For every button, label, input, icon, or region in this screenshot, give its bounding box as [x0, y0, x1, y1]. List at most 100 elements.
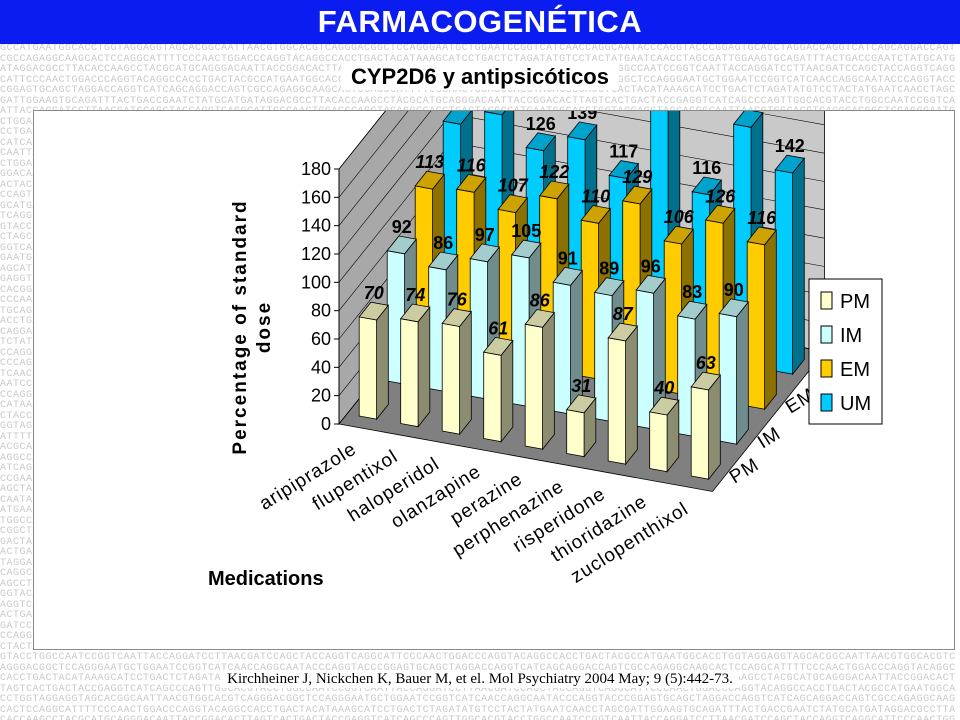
data-label: 110	[581, 186, 610, 206]
bar-top	[607, 322, 639, 342]
bar-top	[635, 274, 667, 294]
bar-front	[635, 289, 654, 430]
bar-top	[358, 301, 390, 321]
citation: Kirchheiner J, Nickchen K, Bauer M, et e…	[221, 671, 739, 688]
bar-PM-risperidone	[607, 322, 639, 466]
data-label: 126	[526, 114, 556, 134]
y-tick-label: 60	[311, 329, 331, 349]
data-label: 105	[511, 221, 541, 241]
legend-swatch	[820, 393, 833, 412]
data-label: 92	[392, 217, 412, 237]
bar-side	[542, 311, 555, 451]
bar-side	[459, 310, 472, 436]
gridline	[338, 111, 386, 170]
bar-front	[441, 322, 461, 435]
data-label: 122	[539, 162, 569, 182]
bar-front	[746, 241, 765, 410]
bar-front	[552, 281, 571, 415]
bar-PM-olanzapine	[482, 336, 514, 443]
bar-top	[704, 204, 736, 224]
bar-top	[483, 111, 506, 116]
bar-top	[732, 111, 764, 128]
bar-top	[525, 132, 557, 152]
bar-IM-zuclopenthixol	[718, 298, 750, 446]
y-tick-label: 120	[301, 244, 331, 264]
bar-front	[690, 386, 709, 480]
data-label: 96	[641, 256, 661, 276]
bar-top	[524, 309, 556, 328]
bar-IM-risperidone	[635, 274, 667, 431]
bar-side	[500, 339, 514, 443]
data-label: 86	[433, 233, 453, 253]
bar-top	[497, 194, 529, 214]
bar-front	[649, 411, 668, 473]
bar-top	[608, 160, 640, 179]
bar-side	[417, 305, 431, 428]
bar-EM-zuclopenthixol	[746, 226, 778, 411]
bar-front	[774, 169, 793, 375]
data-label: 116	[747, 208, 777, 228]
bar-PM-zuclopenthixol	[690, 371, 722, 481]
data-label: 139	[567, 111, 597, 123]
data-label: 117	[609, 142, 638, 162]
bar-front	[524, 323, 544, 450]
data-label: 83	[682, 282, 702, 302]
data-label: 70	[364, 283, 384, 303]
bar-top	[621, 185, 653, 205]
data-label: 89	[599, 259, 619, 279]
data-label: 40	[653, 378, 674, 398]
y-tick-label: 20	[311, 386, 331, 406]
bar-front	[607, 337, 626, 465]
bar-top	[455, 174, 487, 193]
legend-label: PM	[840, 291, 870, 313]
legend-swatch	[820, 359, 833, 378]
legend-label: EM	[840, 359, 870, 381]
bar-side	[376, 304, 389, 421]
bar-PM-aripiprazole	[358, 301, 390, 421]
bar-PM-thioridazine	[648, 396, 680, 473]
bar-top	[441, 308, 473, 327]
data-labels: 1421691161781171391261461341161261061291…	[364, 111, 805, 398]
data-label: 91	[558, 248, 578, 268]
header-bar: FARMACOGENÉTICA	[0, 0, 960, 44]
bar-top	[427, 251, 459, 271]
bar-PM-flupentixol	[399, 303, 431, 428]
bar-IM-perazine	[552, 266, 584, 416]
bar-top	[482, 336, 514, 356]
bar-side	[708, 374, 721, 481]
data-label: 116	[457, 155, 487, 175]
y-tick-label: 100	[301, 272, 331, 292]
slide-subtitle: CYP2D6 y antipsicóticos	[341, 64, 619, 90]
chart-frame: 0 20 40 60 80 100 120 140 160 180 Percentage of st…	[33, 110, 955, 650]
bar-top	[442, 111, 472, 125]
subtitle-container: CYP2D6 y antipsicóticos	[0, 64, 960, 90]
data-label: 129	[622, 167, 652, 187]
y-tick-label: 40	[311, 357, 331, 377]
bar-top	[580, 205, 612, 224]
legend-label: IM	[840, 325, 862, 347]
data-label: 63	[696, 353, 716, 373]
gridline	[338, 111, 825, 226]
slide-title: FARMACOGENÉTICA	[317, 4, 643, 39]
bar-front	[566, 409, 585, 458]
data-label: 74	[405, 285, 425, 305]
bar-PM-perphenazine	[565, 394, 597, 458]
gridline	[338, 111, 825, 198]
data-label: 116	[692, 158, 721, 178]
bar-UM-zuclopenthixol	[774, 154, 806, 376]
data-label: 142	[775, 136, 805, 156]
y-tick-label: 0	[321, 414, 331, 434]
y-tick-label: 80	[311, 301, 331, 321]
y-tick-label: 140	[301, 216, 331, 236]
bar-side	[736, 300, 749, 446]
legend-swatch	[820, 291, 833, 310]
bar-top	[414, 170, 446, 190]
bar-front	[483, 351, 502, 443]
bar-top	[469, 243, 501, 263]
data-label: 87	[613, 304, 634, 324]
bars	[358, 111, 806, 481]
data-label: 31	[571, 376, 591, 396]
bar-front	[358, 316, 378, 420]
bar-top	[565, 394, 597, 414]
bar-IM-thioridazine	[676, 300, 708, 438]
